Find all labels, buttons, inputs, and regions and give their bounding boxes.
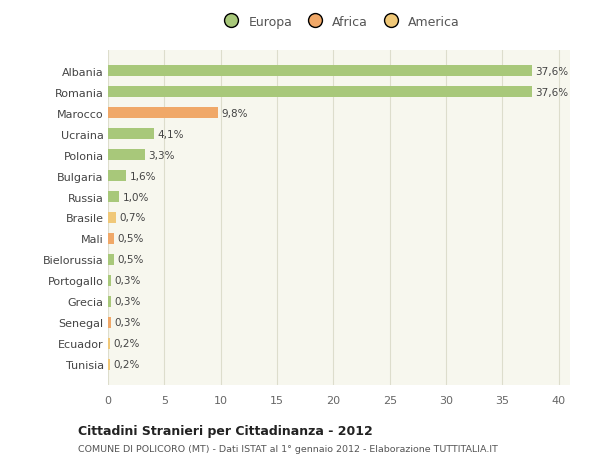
- Text: Cittadini Stranieri per Cittadinanza - 2012: Cittadini Stranieri per Cittadinanza - 2…: [78, 424, 373, 437]
- Text: 4,1%: 4,1%: [158, 129, 184, 139]
- Bar: [108, 275, 112, 286]
- Bar: [108, 212, 116, 224]
- Text: 9,8%: 9,8%: [222, 108, 248, 118]
- Text: 0,5%: 0,5%: [117, 255, 143, 265]
- Text: 3,3%: 3,3%: [149, 150, 175, 160]
- Bar: [108, 66, 532, 77]
- Text: 1,0%: 1,0%: [122, 192, 149, 202]
- Text: 0,3%: 0,3%: [115, 276, 141, 286]
- Text: 1,6%: 1,6%: [130, 171, 156, 181]
- Text: 0,2%: 0,2%: [113, 339, 140, 349]
- Bar: [108, 233, 113, 245]
- Bar: [108, 338, 110, 349]
- Text: 0,2%: 0,2%: [113, 359, 140, 369]
- Text: 0,7%: 0,7%: [119, 213, 146, 223]
- Text: 37,6%: 37,6%: [535, 67, 568, 77]
- Bar: [108, 296, 112, 308]
- Bar: [108, 254, 113, 266]
- Bar: [108, 170, 126, 182]
- Text: 0,3%: 0,3%: [115, 297, 141, 307]
- Bar: [108, 191, 119, 203]
- Text: COMUNE DI POLICORO (MT) - Dati ISTAT al 1° gennaio 2012 - Elaborazione TUTTITALI: COMUNE DI POLICORO (MT) - Dati ISTAT al …: [78, 444, 498, 453]
- Bar: [108, 87, 532, 98]
- Bar: [108, 150, 145, 161]
- Bar: [108, 129, 154, 140]
- Bar: [108, 317, 112, 329]
- Bar: [108, 359, 110, 370]
- Bar: [108, 107, 218, 119]
- Text: 0,3%: 0,3%: [115, 318, 141, 328]
- Text: 0,5%: 0,5%: [117, 234, 143, 244]
- Text: 37,6%: 37,6%: [535, 87, 568, 97]
- Legend: Europa, Africa, America: Europa, Africa, America: [216, 13, 462, 31]
